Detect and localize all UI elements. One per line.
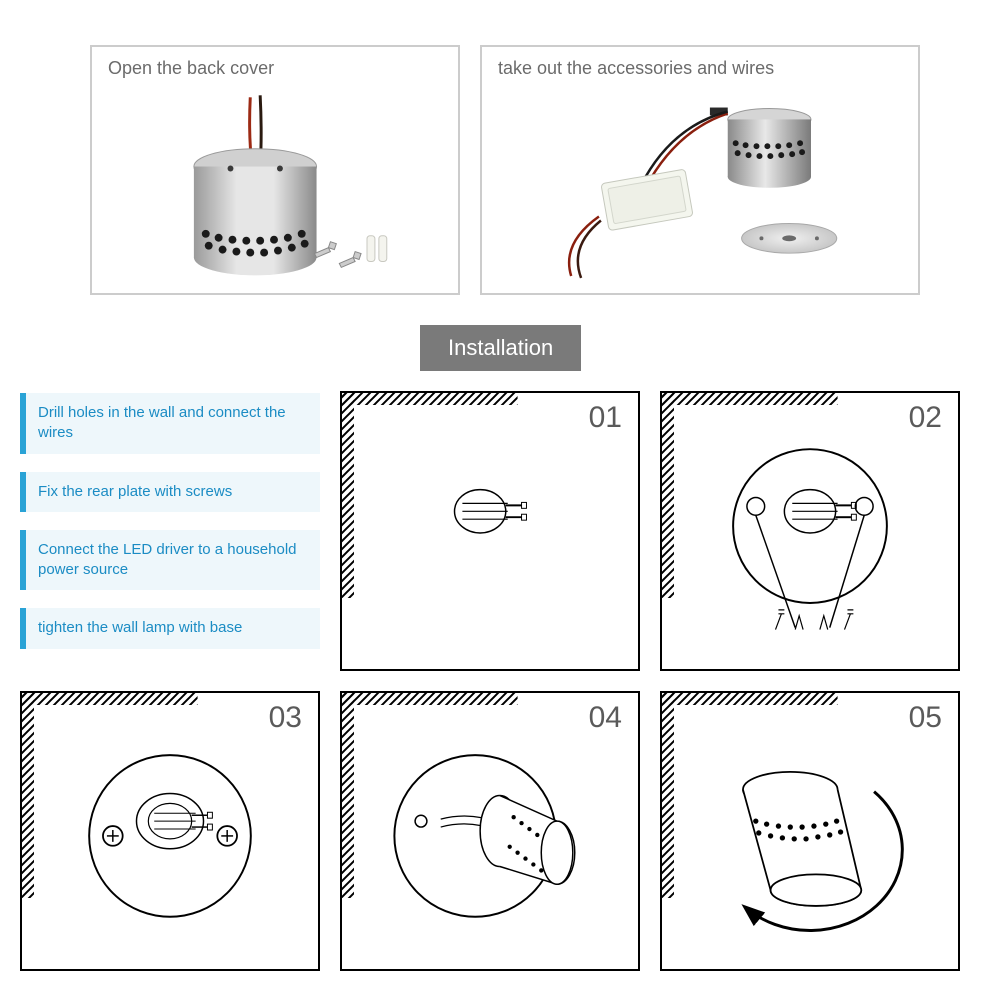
photo-caption-1: Open the back cover: [92, 47, 458, 80]
instruction-item-3: Connect the LED driver to a household po…: [20, 530, 320, 591]
diagram-04-svg: [342, 693, 638, 969]
diagram-05-svg: [662, 693, 958, 969]
diagram-04: 04: [340, 691, 640, 971]
diagram-02: 02: [660, 391, 960, 671]
accessories-illustration: [482, 80, 918, 293]
instruction-list: Drill holes in the wall and connect the …: [20, 393, 320, 667]
installation-grid: Drill holes in the wall and connect the …: [0, 371, 1000, 409]
photo-content-1: [92, 80, 458, 293]
diagram-01: 01: [340, 391, 640, 671]
photo-caption-2: take out the accessories and wires: [482, 47, 918, 80]
product-cylinder-illustration: [92, 80, 458, 293]
instruction-item-2: Fix the rear plate with screws: [20, 472, 320, 512]
top-photo-row: Open the back cover: [0, 0, 1000, 320]
diagram-02-svg: [662, 393, 958, 669]
installation-header: Installation: [420, 325, 581, 371]
photo-box-2: take out the accessories and wires: [480, 45, 920, 295]
instruction-item-1: Drill holes in the wall and connect the …: [20, 393, 320, 454]
diagram-01-svg: [342, 393, 638, 669]
diagram-03: 03: [20, 691, 320, 971]
diagram-05: 05: [660, 691, 960, 971]
photo-content-2: [482, 80, 918, 293]
diagram-03-svg: [22, 693, 318, 969]
instruction-item-4: tighten the wall lamp with base: [20, 608, 320, 648]
photo-box-1: Open the back cover: [90, 45, 460, 295]
